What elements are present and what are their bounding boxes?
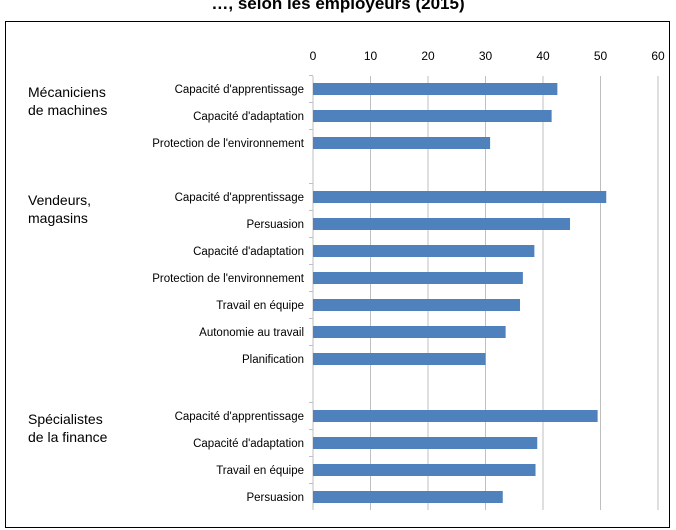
category-label: Persuasion bbox=[246, 492, 304, 504]
bar bbox=[313, 218, 571, 230]
bar bbox=[313, 410, 598, 422]
chart-frame bbox=[5, 21, 670, 528]
category-label: Travail en équipe bbox=[216, 465, 304, 477]
category-label: Capacité d'adaptation bbox=[193, 111, 304, 123]
bar bbox=[313, 110, 552, 122]
bar bbox=[313, 137, 491, 149]
x-tick-label: 50 bbox=[594, 49, 608, 63]
bar bbox=[313, 491, 503, 503]
group-label: Spécialistes de la finance bbox=[28, 411, 108, 445]
category-label: Persuasion bbox=[246, 219, 304, 231]
category-label: Protection de l'environnement bbox=[152, 138, 305, 150]
bar bbox=[313, 299, 520, 311]
x-tick-label: 20 bbox=[421, 49, 435, 63]
x-tick-label: 0 bbox=[310, 49, 317, 63]
bar bbox=[313, 326, 506, 338]
category-label: Protection de l'environnement bbox=[152, 273, 305, 285]
bar bbox=[313, 272, 523, 284]
x-tick-label: 10 bbox=[364, 49, 378, 63]
group-label: Mécaniciens de machines bbox=[28, 84, 108, 118]
category-label: Capacité d'apprentissage bbox=[175, 84, 304, 96]
bar bbox=[313, 353, 486, 365]
x-tick-label: 40 bbox=[536, 49, 550, 63]
bar bbox=[313, 191, 607, 203]
x-tick-label: 60 bbox=[651, 49, 665, 63]
category-label: Autonomie au travail bbox=[199, 327, 304, 339]
x-tick-label: 30 bbox=[479, 49, 493, 63]
bar bbox=[313, 83, 558, 95]
category-label: Capacité d'apprentissage bbox=[175, 192, 304, 204]
category-label: Planification bbox=[242, 354, 304, 366]
chart-title: …, selon les employeurs (2015) bbox=[211, 0, 465, 13]
bar bbox=[313, 245, 535, 257]
category-label: Capacité d'adaptation bbox=[193, 246, 304, 258]
group-label: Vendeurs, magasins bbox=[28, 192, 92, 226]
bar bbox=[313, 437, 538, 449]
bar bbox=[313, 464, 536, 476]
category-label: Capacité d'adaptation bbox=[193, 438, 304, 450]
category-label: Capacité d'apprentissage bbox=[175, 411, 304, 423]
category-label: Travail en équipe bbox=[216, 300, 304, 312]
